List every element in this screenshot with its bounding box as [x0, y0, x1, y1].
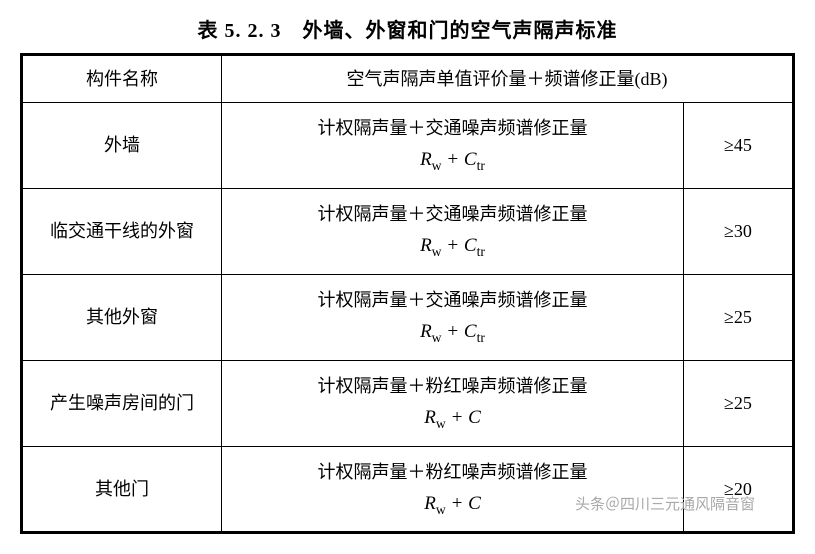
- table-caption: 表 5. 2. 3 外墙、外窗和门的空气声隔声标准: [20, 14, 795, 43]
- component-name: 临交通干线的外窗: [22, 189, 222, 275]
- metric-desc: 计权隔声量＋交通噪声频谱修正量 Rw + Ctr: [222, 103, 684, 189]
- table-row: 临交通干线的外窗 计权隔声量＋交通噪声频谱修正量 Rw + Ctr ≥30: [22, 189, 794, 275]
- metric-desc: 计权隔声量＋交通噪声频谱修正量 Rw + Ctr: [222, 275, 684, 361]
- document-page: 表 5. 2. 3 外墙、外窗和门的空气声隔声标准 构件名称 空气声隔声单值评价…: [0, 0, 815, 554]
- desc-text: 计权隔声量＋交通噪声频谱修正量: [318, 118, 588, 138]
- threshold-value: ≥25: [684, 361, 794, 447]
- desc-text: 计权隔声量＋粉红噪声频谱修正量: [318, 376, 588, 396]
- header-component-name: 构件名称: [22, 55, 222, 103]
- formula: Rw + Ctr: [226, 317, 679, 349]
- table-row: 其他外窗 计权隔声量＋交通噪声频谱修正量 Rw + Ctr ≥25: [22, 275, 794, 361]
- threshold-value: ≥30: [684, 189, 794, 275]
- threshold-value: ≥25: [684, 275, 794, 361]
- formula: Rw + Ctr: [226, 145, 679, 177]
- threshold-value: ≥20: [684, 447, 794, 533]
- component-name: 其他外窗: [22, 275, 222, 361]
- metric-desc: 计权隔声量＋粉红噪声频谱修正量 Rw + C: [222, 447, 684, 533]
- formula: Rw + Ctr: [226, 231, 679, 263]
- desc-text: 计权隔声量＋粉红噪声频谱修正量: [318, 462, 588, 482]
- component-name: 外墙: [22, 103, 222, 189]
- table-row: 其他门 计权隔声量＋粉红噪声频谱修正量 Rw + C ≥20: [22, 447, 794, 533]
- metric-desc: 计权隔声量＋粉红噪声频谱修正量 Rw + C: [222, 361, 684, 447]
- table-row: 产生噪声房间的门 计权隔声量＋粉红噪声频谱修正量 Rw + C ≥25: [22, 361, 794, 447]
- metric-desc: 计权隔声量＋交通噪声频谱修正量 Rw + Ctr: [222, 189, 684, 275]
- table-header-row: 构件名称 空气声隔声单值评价量＋频谱修正量(dB): [22, 55, 794, 103]
- formula: Rw + C: [226, 403, 679, 435]
- header-metric: 空气声隔声单值评价量＋频谱修正量(dB): [222, 55, 794, 103]
- desc-text: 计权隔声量＋交通噪声频谱修正量: [318, 290, 588, 310]
- component-name: 其他门: [22, 447, 222, 533]
- table-row: 外墙 计权隔声量＋交通噪声频谱修正量 Rw + Ctr ≥45: [22, 103, 794, 189]
- standards-table: 构件名称 空气声隔声单值评价量＋频谱修正量(dB) 外墙 计权隔声量＋交通噪声频…: [20, 53, 795, 534]
- watermark-text: 头条＠四川三元通风隔音窗: [575, 493, 755, 514]
- desc-text: 计权隔声量＋交通噪声频谱修正量: [318, 204, 588, 224]
- threshold-value: ≥45: [684, 103, 794, 189]
- component-name: 产生噪声房间的门: [22, 361, 222, 447]
